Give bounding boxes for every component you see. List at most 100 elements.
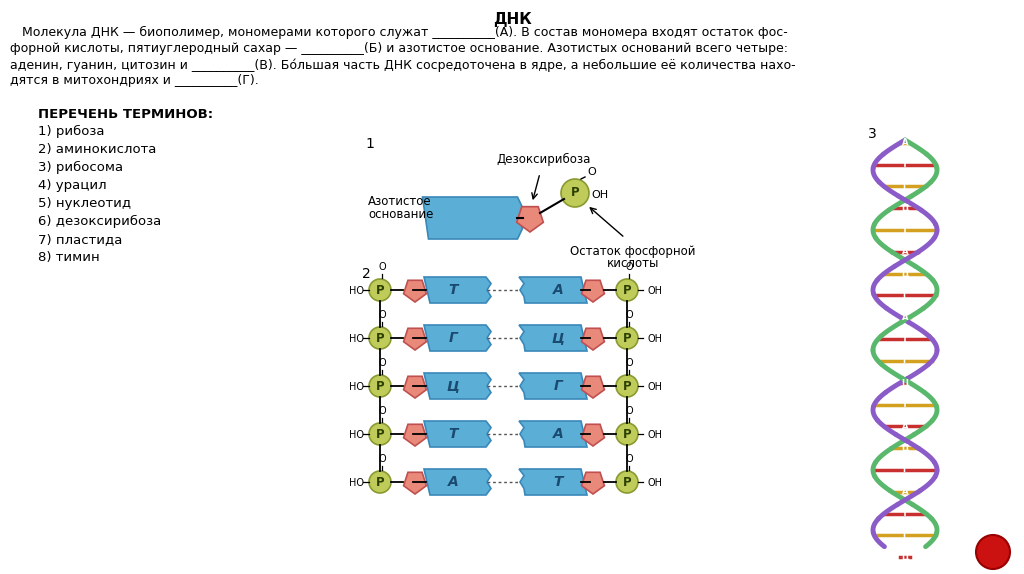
Text: 4) урацил: 4) урацил [38, 179, 106, 192]
Text: О: О [378, 262, 386, 272]
Text: Г: Г [449, 331, 458, 345]
Text: НО: НО [348, 334, 364, 344]
Text: 3) рибосома: 3) рибосома [38, 161, 123, 174]
Circle shape [369, 375, 391, 397]
Polygon shape [423, 197, 522, 239]
Text: 6) дезоксирибоза: 6) дезоксирибоза [38, 215, 161, 228]
Text: А: А [902, 138, 908, 148]
Polygon shape [582, 377, 604, 398]
Text: Т: Т [902, 509, 908, 518]
Text: Ц: Ц [901, 269, 909, 278]
Text: Г: Г [902, 291, 907, 300]
Polygon shape [424, 469, 490, 495]
Text: О: О [626, 310, 633, 320]
Text: Т: Т [902, 400, 908, 409]
Text: А: А [553, 427, 563, 441]
Text: Р: Р [623, 284, 632, 297]
Text: Ц: Ц [901, 444, 909, 453]
Polygon shape [403, 280, 426, 302]
Text: О: О [378, 310, 386, 320]
Text: А: А [902, 247, 908, 257]
Text: Р: Р [623, 379, 632, 393]
Text: ОН: ОН [648, 382, 663, 392]
Polygon shape [424, 373, 490, 399]
Text: Молекула ДНК — биополимер, мономерами которого служат __________(А). В состав мо: Молекула ДНК — биополимер, мономерами ко… [10, 26, 787, 39]
Text: НО: НО [348, 478, 364, 488]
Text: ОН: ОН [648, 430, 663, 440]
Text: О: О [626, 262, 633, 272]
Polygon shape [582, 424, 604, 446]
Text: 1) рибоза: 1) рибоза [38, 125, 104, 138]
Circle shape [369, 279, 391, 301]
Text: О: О [378, 358, 386, 368]
Text: Г: Г [902, 466, 907, 475]
Text: ОН: ОН [648, 286, 663, 296]
Text: НО: НО [348, 382, 364, 392]
Text: дятся в митохондриях и __________(Г).: дятся в митохондриях и __________(Г). [10, 74, 259, 87]
Polygon shape [519, 421, 587, 447]
Text: Р: Р [623, 332, 632, 344]
Polygon shape [403, 472, 426, 494]
Text: Г: Г [554, 379, 562, 393]
Text: аденин, гуанин, цитозин и __________(В). Бо́льшая часть ДНК сосредоточена в ядре: аденин, гуанин, цитозин и __________(В).… [10, 58, 796, 72]
Text: Г: Г [902, 182, 907, 191]
Text: Ц: Ц [901, 553, 909, 561]
Text: О: О [587, 167, 596, 177]
Text: Р: Р [376, 379, 384, 393]
Text: Т: Т [902, 160, 908, 169]
Text: Дезоксирибоза: Дезоксирибоза [497, 153, 591, 166]
Text: Т: Т [553, 475, 563, 489]
Text: Ц: Ц [446, 379, 460, 393]
Circle shape [616, 423, 638, 445]
Polygon shape [403, 328, 426, 350]
Circle shape [369, 327, 391, 349]
Circle shape [616, 279, 638, 301]
Text: Р: Р [376, 475, 384, 488]
Text: А: А [447, 475, 459, 489]
Text: А: А [902, 487, 908, 497]
Circle shape [616, 327, 638, 349]
Text: НО: НО [348, 430, 364, 440]
Text: Т: Т [902, 335, 908, 344]
Polygon shape [403, 377, 426, 398]
Text: Р: Р [376, 332, 384, 344]
Text: О: О [626, 358, 633, 368]
Text: О: О [626, 454, 633, 464]
Text: кислоты: кислоты [607, 257, 659, 270]
Text: О: О [378, 454, 386, 464]
Polygon shape [582, 472, 604, 494]
Text: 7) пластида: 7) пластида [38, 233, 123, 246]
Polygon shape [424, 277, 490, 303]
Text: 8) тимин: 8) тимин [38, 251, 99, 264]
Polygon shape [424, 421, 490, 447]
Text: А: А [553, 283, 563, 297]
Polygon shape [519, 373, 587, 399]
Text: 5) нуклеотид: 5) нуклеотид [38, 197, 131, 210]
Text: ОН: ОН [648, 478, 663, 488]
Text: Р: Р [623, 428, 632, 440]
Polygon shape [582, 328, 604, 350]
Text: ОН: ОН [591, 190, 608, 200]
Text: 3: 3 [868, 127, 877, 141]
Polygon shape [517, 207, 544, 232]
Circle shape [976, 535, 1010, 569]
Text: Ц: Ц [552, 331, 564, 345]
Text: основание: основание [368, 208, 433, 221]
Text: Т: Т [449, 283, 458, 297]
Text: Т: Т [449, 427, 458, 441]
Text: Р: Р [570, 187, 580, 200]
Text: ДНК: ДНК [493, 12, 531, 27]
Text: 2) аминокислота: 2) аминокислота [38, 143, 157, 156]
Text: Т: Т [902, 226, 908, 235]
Text: ОН: ОН [648, 334, 663, 344]
Circle shape [369, 423, 391, 445]
Text: Г: Г [902, 356, 907, 366]
Polygon shape [403, 424, 426, 446]
Circle shape [369, 471, 391, 493]
Circle shape [616, 471, 638, 493]
Text: Р: Р [623, 475, 632, 488]
Polygon shape [519, 325, 587, 351]
Polygon shape [519, 277, 587, 303]
Text: Р: Р [376, 284, 384, 297]
Text: 2: 2 [362, 267, 371, 281]
